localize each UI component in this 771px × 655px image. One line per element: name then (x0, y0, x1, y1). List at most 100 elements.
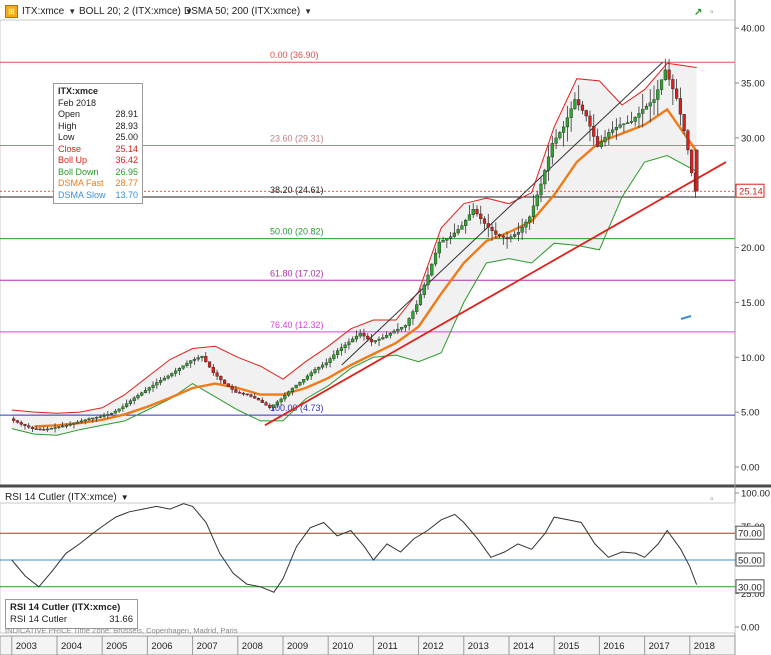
legend-row: DSMA Slow 13.70 (58, 190, 138, 202)
candle-body (38, 428, 42, 431)
candle-body (464, 219, 468, 226)
candle-body (185, 362, 189, 366)
chevron-down-icon[interactable]: ▼ (184, 6, 193, 16)
boll-header[interactable]: BOLL 20; 2 (ITX:xmce) ▼ (79, 3, 193, 19)
legend-row-label: Boll Down (58, 166, 99, 177)
candle-body (347, 341, 351, 346)
boll-label[interactable]: BOLL 20; 2 (ITX:xmce) (79, 5, 181, 17)
y-tick-label: 40.00 (741, 24, 765, 35)
candle-body (546, 156, 551, 171)
candle-body (418, 294, 423, 305)
candle-body (128, 400, 133, 404)
legend-date: Feb 2018 (58, 97, 97, 108)
dsma-header[interactable]: DSMA 50; 200 (ITX:xmce) ▼ (184, 3, 312, 19)
candle-body (430, 263, 434, 276)
candle-body (305, 375, 310, 380)
x-tick-label: 2017 (649, 641, 670, 652)
candle-body (83, 419, 87, 422)
candle-body (562, 126, 566, 133)
rsi-reference-badge (735, 552, 765, 567)
candle-body (403, 325, 408, 328)
candle-body (441, 240, 445, 243)
candle-body (422, 284, 426, 295)
candle-body (158, 380, 163, 383)
candle-body (407, 318, 411, 326)
candle-body (558, 132, 562, 139)
chevron-down-icon[interactable]: ▼ (68, 6, 77, 16)
rsi-reference-label: 50.00 (738, 556, 762, 567)
symbol-label[interactable]: ITX:xmce (22, 5, 65, 17)
candle-body (641, 109, 645, 114)
candle-body (170, 373, 174, 377)
legend-row: Low 25.00 (58, 132, 138, 144)
candle-body (166, 375, 170, 379)
candle-body (211, 366, 215, 373)
candle-body (626, 122, 630, 124)
legend-row: DSMA Fast 28.77 (58, 178, 138, 190)
candle-body (290, 387, 295, 392)
candle-body (539, 183, 543, 196)
trendline (341, 61, 664, 366)
candle-body (234, 389, 238, 393)
chart-logo-icon[interactable]: ⊞ (5, 4, 18, 18)
candle-body (68, 424, 72, 426)
trend-arrow-icon[interactable]: ↗ (694, 7, 703, 18)
trendline (264, 161, 727, 427)
dsma-label[interactable]: DSMA 50; 200 (ITX:xmce) (184, 5, 301, 17)
candle-body (381, 337, 385, 340)
rsi-line (11, 503, 698, 593)
candle-body (339, 347, 343, 351)
candle-body (192, 358, 197, 361)
legend-row-value: 28.91 (115, 109, 138, 119)
candle-body (445, 238, 449, 241)
candle-body (392, 330, 396, 334)
candle-body (520, 226, 524, 233)
candle-body (42, 429, 46, 431)
window-restore-icon[interactable]: ▫ (710, 494, 714, 505)
chevron-down-icon[interactable]: ▼ (120, 493, 129, 502)
candle-body (610, 129, 615, 133)
legend-row-value: 36.42 (115, 155, 138, 165)
x-tick-label: 2015 (558, 641, 579, 652)
rsi-title-label[interactable]: RSI 14 Cutler (ITX:xmce) (5, 492, 117, 503)
candle-body (565, 117, 569, 128)
candle-body (633, 117, 637, 122)
x-tick-label: 2006 (151, 641, 172, 652)
candle-body (377, 338, 381, 341)
y-tick-label: 10.00 (741, 353, 765, 364)
candle-body (109, 413, 114, 415)
legend-row-label: DSMA Fast (58, 178, 104, 188)
candle-body (494, 230, 498, 235)
x-tick-label: 2005 (106, 641, 127, 652)
candle-body (87, 418, 91, 421)
candle-body (550, 143, 554, 158)
rsi-legend-title: RSI 14 Cutler (ITX:xmce) (10, 602, 121, 613)
y-tick-label: 30.00 (741, 133, 765, 144)
candle-body (34, 428, 38, 430)
candle-body (460, 225, 464, 230)
candle-body (599, 141, 603, 147)
chevron-down-icon[interactable]: ▼ (304, 6, 313, 16)
candle-body (384, 335, 389, 338)
window-restore-icon[interactable]: ▫ (710, 7, 714, 18)
candle-body (151, 384, 155, 388)
ohlc-legend: ITX:xmce Feb 2018 Open 28.91 High 28.93 Low 2… (53, 83, 143, 204)
rsi-legend-label: RSI 14 Cutler (10, 614, 68, 625)
legend-row: Boll Up 36.42 (58, 155, 138, 167)
last-price-badge (735, 183, 765, 198)
rsi-reference-label: 70.00 (738, 529, 762, 540)
candle-body (200, 356, 204, 358)
candle-body (354, 335, 359, 340)
candle-body (509, 236, 513, 240)
candle-body (588, 115, 592, 127)
candle-body (219, 376, 223, 381)
candle-body (256, 398, 261, 401)
fibonacci-label: 76.40 (12.32) (270, 320, 324, 330)
candle-body (140, 392, 144, 396)
candle-body (437, 241, 441, 254)
candle-body (313, 369, 317, 373)
candle-body (132, 397, 136, 402)
x-axis-band (0, 635, 736, 655)
